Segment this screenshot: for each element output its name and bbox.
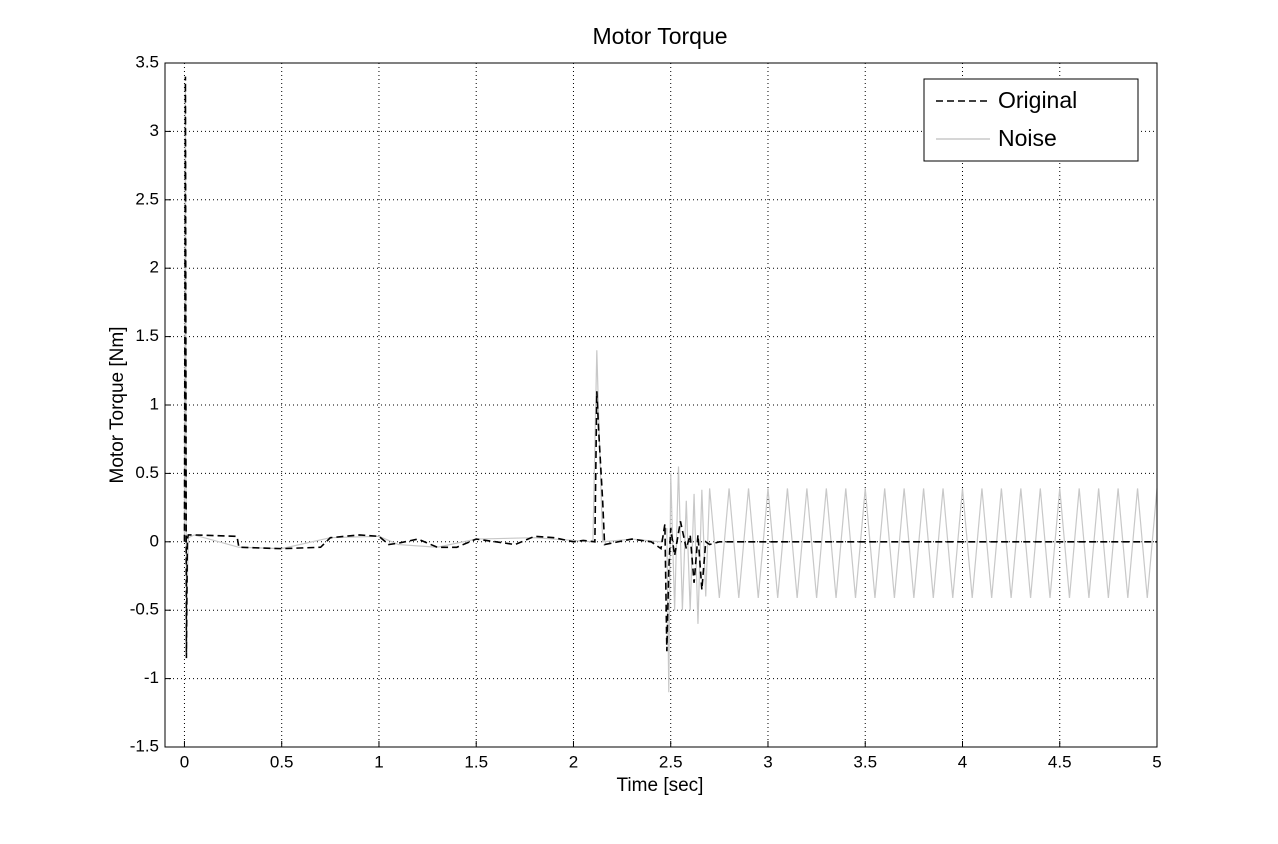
x-tick-label: 2.5 xyxy=(659,752,683,771)
y-tick-label: 1.5 xyxy=(135,326,159,345)
x-tick-label: 0.5 xyxy=(270,752,294,771)
y-tick-label: -0.5 xyxy=(130,600,159,619)
y-tick-label: 1 xyxy=(150,394,159,413)
y-tick-label: 2.5 xyxy=(135,189,159,208)
legend-label: Noise xyxy=(998,125,1057,151)
x-tick-label: 5 xyxy=(1152,752,1161,771)
x-tick-label: 1.5 xyxy=(464,752,488,771)
series-line xyxy=(183,76,1157,659)
y-tick-label: 0.5 xyxy=(135,463,159,482)
legend-label: Original xyxy=(998,87,1077,113)
y-tick-label: 3 xyxy=(150,121,159,140)
x-tick-label: 4 xyxy=(958,752,967,771)
y-axis-label: Motor Torque [Nm] xyxy=(107,327,128,484)
y-tick-label: 3.5 xyxy=(135,52,159,71)
x-tick-label: 3.5 xyxy=(853,752,877,771)
x-tick-label: 2 xyxy=(569,752,578,771)
x-tick-label: 0 xyxy=(180,752,189,771)
y-tick-label: -1.5 xyxy=(130,736,159,755)
x-axis-label: Time [sec] xyxy=(617,775,704,796)
y-tick-label: -1 xyxy=(144,668,159,687)
series-line xyxy=(183,90,1158,693)
axes-box xyxy=(164,62,1158,748)
chart-title: Motor Torque xyxy=(592,23,727,49)
legend-box xyxy=(923,78,1139,162)
x-tick-label: 4.5 xyxy=(1048,752,1072,771)
y-tick-label: 2 xyxy=(150,258,159,277)
y-tick-label: 0 xyxy=(150,531,159,550)
x-tick-label: 1 xyxy=(374,752,383,771)
x-tick-label: 3 xyxy=(763,752,772,771)
